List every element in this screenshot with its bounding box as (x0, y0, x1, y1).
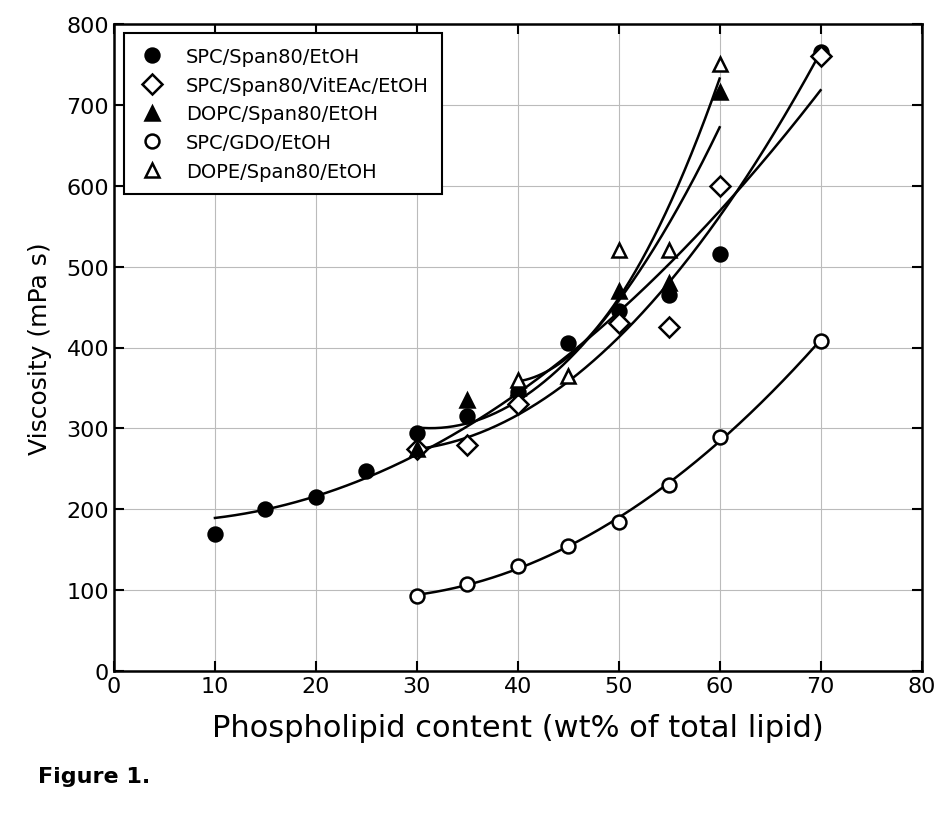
SPC/Span80/VitEAc/EtOH (411, 444, 423, 454)
SPC/GDO/EtOH (411, 591, 423, 601)
SPC/Span80/VitEAc/EtOH (714, 181, 726, 191)
SPC/Span80/EtOH (613, 307, 624, 317)
Line: SPC/Span80/EtOH: SPC/Span80/EtOH (208, 46, 827, 541)
Line: SPC/GDO/EtOH: SPC/GDO/EtOH (409, 335, 827, 604)
SPC/Span80/EtOH (411, 428, 423, 438)
Y-axis label: Viscosity (mPa s): Viscosity (mPa s) (28, 242, 52, 455)
DOPC/Span80/EtOH (663, 278, 674, 288)
DOPC/Span80/EtOH (411, 444, 423, 454)
SPC/Span80/VitEAc/EtOH (512, 400, 523, 410)
DOPE/Span80/EtOH (562, 372, 574, 382)
DOPE/Span80/EtOH (512, 375, 523, 386)
SPC/GDO/EtOH (613, 517, 624, 527)
DOPC/Span80/EtOH (714, 88, 726, 98)
SPC/Span80/EtOH (361, 466, 372, 476)
SPC/Span80/VitEAc/EtOH (663, 323, 674, 333)
SPC/GDO/EtOH (663, 481, 674, 491)
SPC/Span80/EtOH (209, 529, 220, 539)
DOPC/Span80/EtOH (512, 383, 523, 393)
Legend: SPC/Span80/EtOH, SPC/Span80/VitEAc/EtOH, DOPC/Span80/EtOH, SPC/GDO/EtOH, DOPE/Sp: SPC/Span80/EtOH, SPC/Span80/VitEAc/EtOH,… (124, 34, 443, 195)
SPC/GDO/EtOH (714, 432, 726, 442)
SPC/Span80/VitEAc/EtOH (462, 441, 473, 450)
DOPE/Span80/EtOH (663, 246, 674, 256)
DOPC/Span80/EtOH (462, 396, 473, 405)
X-axis label: Phospholipid content (wt% of total lipid): Phospholipid content (wt% of total lipid… (212, 713, 824, 742)
SPC/GDO/EtOH (512, 562, 523, 572)
SPC/Span80/EtOH (663, 291, 674, 301)
SPC/Span80/EtOH (714, 250, 726, 260)
SPC/GDO/EtOH (562, 541, 574, 551)
Line: SPC/Span80/VitEAc/EtOH: SPC/Span80/VitEAc/EtOH (409, 50, 827, 456)
SPC/Span80/EtOH (815, 48, 826, 58)
Line: DOPE/Span80/EtOH: DOPE/Span80/EtOH (511, 58, 727, 387)
SPC/GDO/EtOH (815, 337, 826, 346)
SPC/Span80/VitEAc/EtOH (613, 319, 624, 328)
SPC/GDO/EtOH (462, 579, 473, 589)
SPC/Span80/EtOH (310, 493, 321, 503)
Line: DOPC/Span80/EtOH: DOPC/Span80/EtOH (409, 86, 727, 456)
Text: Figure 1.: Figure 1. (38, 767, 150, 786)
DOPC/Span80/EtOH (613, 287, 624, 296)
SPC/Span80/VitEAc/EtOH (815, 52, 826, 62)
DOPE/Span80/EtOH (613, 246, 624, 256)
DOPE/Span80/EtOH (714, 60, 726, 70)
SPC/Span80/EtOH (512, 387, 523, 397)
SPC/Span80/EtOH (462, 412, 473, 422)
SPC/Span80/EtOH (562, 339, 574, 349)
SPC/Span80/EtOH (259, 505, 271, 515)
